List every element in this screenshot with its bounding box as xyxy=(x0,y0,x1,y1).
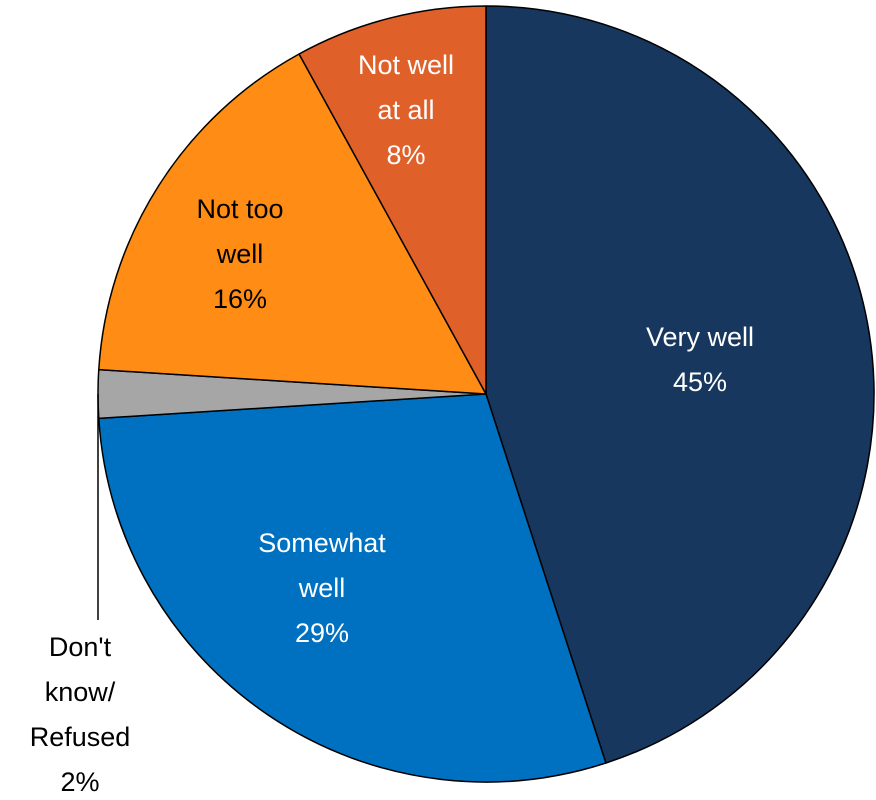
slice-label-line: Very well xyxy=(646,322,754,352)
pie-slices xyxy=(97,5,875,783)
slice-label-line: at all xyxy=(377,95,434,125)
slice-label-4: Not well at all 8% xyxy=(358,50,454,170)
pie-slice-3 xyxy=(98,53,487,395)
slice-label-0: Very well 45% xyxy=(646,322,754,397)
slice-label-line: Not well xyxy=(358,50,454,80)
slice-label-line: well xyxy=(216,239,264,269)
slice-label-line: Not too xyxy=(196,194,283,224)
slice-label-line: Somewhat xyxy=(258,528,386,558)
pie-slice-4 xyxy=(298,5,487,395)
slice-label-line: know/ xyxy=(45,677,116,707)
slice-label-line: Refused xyxy=(30,722,131,752)
pie-slice-0 xyxy=(485,5,875,764)
slice-label-line: 16% xyxy=(213,284,267,314)
slice-label-line: Don't xyxy=(49,632,112,662)
pie-slice-1 xyxy=(98,393,607,783)
slice-label-3: Not too well 16% xyxy=(196,194,283,314)
pie-labels: Very well 45% Somewhat well 29% Don't know/Ref… xyxy=(30,50,754,797)
slice-label-line: 45% xyxy=(673,367,727,397)
slice-label-line: 8% xyxy=(386,140,425,170)
slice-label-2: Don't know/Refused 2% xyxy=(30,632,131,797)
slice-label-line: 29% xyxy=(295,618,349,648)
slice-label-line: well xyxy=(298,573,346,603)
slice-label-line: 2% xyxy=(60,767,99,797)
slice-label-1: Somewhat well 29% xyxy=(258,528,386,648)
